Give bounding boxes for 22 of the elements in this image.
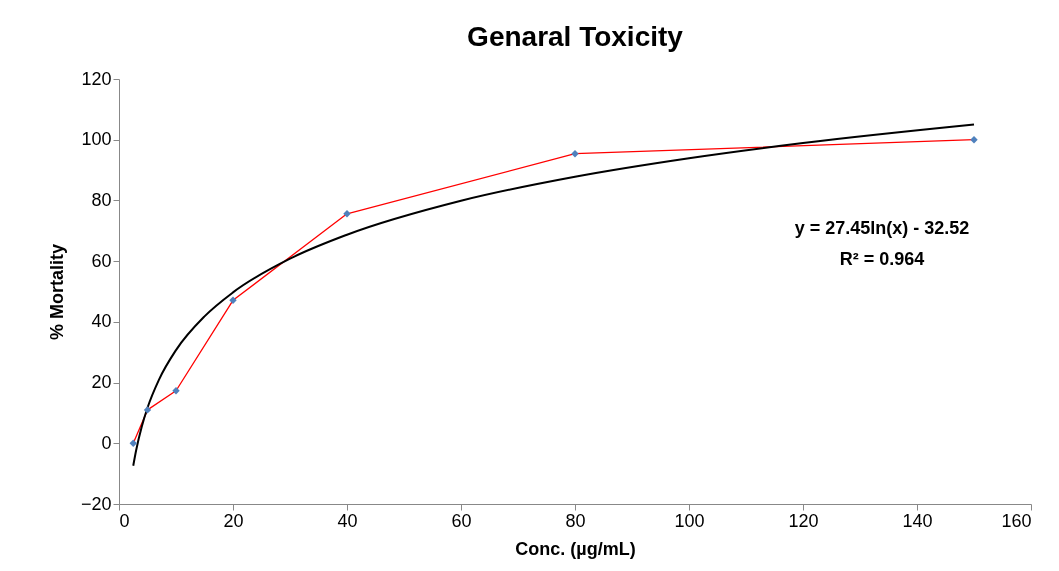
x-tick-label: 0: [119, 510, 130, 531]
annotation: R² = 0.964: [839, 249, 925, 269]
y-tick-label: −20: [80, 493, 112, 514]
y-tick-label: 80: [91, 189, 112, 210]
x-tick-label: 100: [674, 510, 705, 531]
annotation: y = 27.45ln(x) - 32.52: [794, 218, 970, 238]
y-tick-label: 20: [91, 372, 112, 393]
x-tick-label: 80: [565, 510, 586, 531]
x-axis-title: Conc. (µg/mL): [515, 538, 636, 559]
x-tick-label: 160: [1001, 510, 1032, 531]
x-tick-label: 40: [337, 510, 358, 531]
y-tick-label: 100: [81, 129, 112, 150]
y-axis-title: % Mortality: [46, 243, 67, 341]
y-tick-label: 60: [91, 250, 112, 271]
chart-title: Genaral Toxicity: [467, 21, 684, 52]
x-tick-label: 120: [788, 510, 819, 531]
y-tick-label: 120: [81, 68, 112, 89]
x-tick-label: 60: [451, 510, 472, 531]
x-tick-label: 20: [223, 510, 244, 531]
y-tick-label: 0: [101, 432, 112, 453]
x-tick-label: 140: [902, 510, 933, 531]
y-tick-label: 40: [91, 311, 112, 332]
